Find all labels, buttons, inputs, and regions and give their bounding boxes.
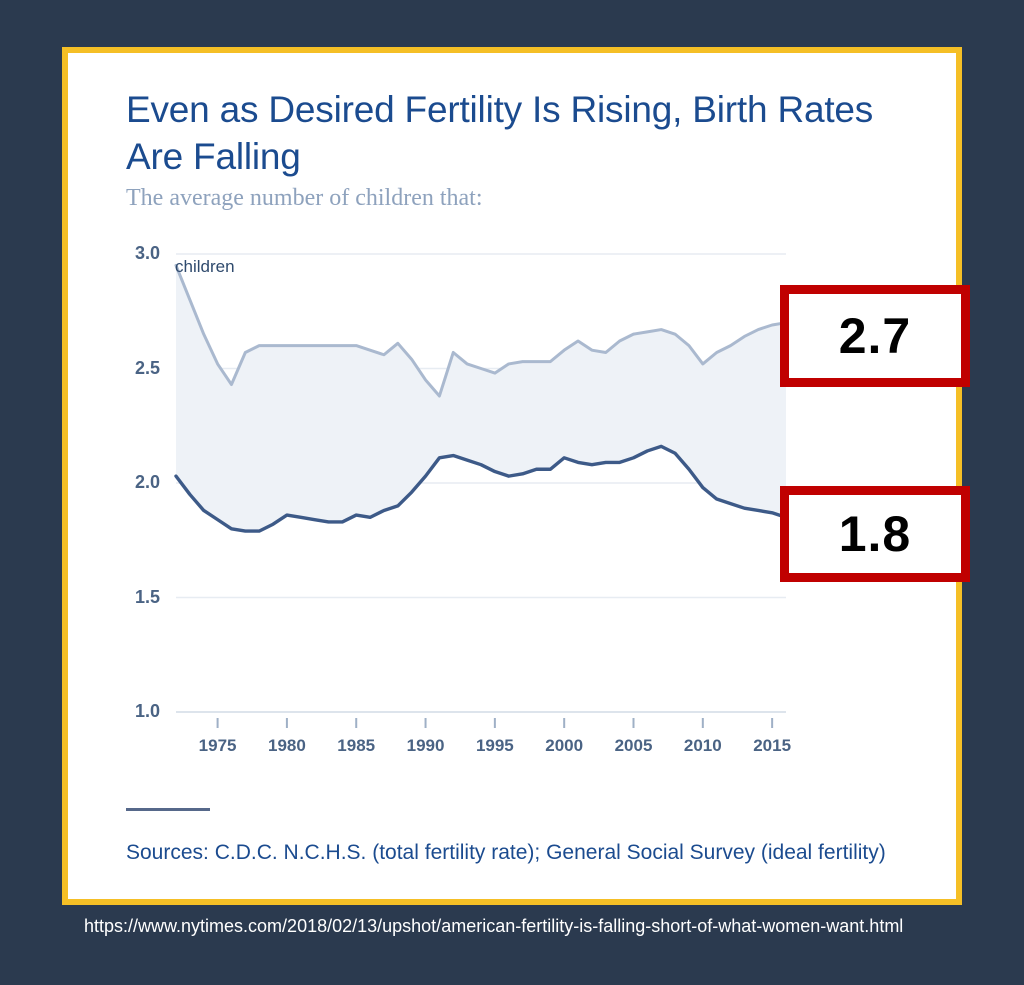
x-axis-tick-label: 1995 [475, 736, 514, 755]
chart-line-series-0 [174, 263, 788, 398]
y-axis-tick-label: 1.5 [134, 586, 160, 607]
x-axis-tick-label: 1980 [267, 736, 306, 755]
source-divider [126, 808, 210, 811]
x-axis-tick-label: 2000 [545, 736, 584, 755]
source-note: Sources: C.D.C. N.C.H.S. (total fertilit… [126, 841, 886, 864]
callout-lower-value: 1.8 [780, 486, 970, 582]
chart-plot-area [68, 53, 956, 899]
page-title: Even as Desired Fertility Is Rising, Bir… [126, 89, 874, 178]
x-axis-tick-label: 2005 [614, 736, 653, 755]
source-url-caption: https://www.nytimes.com/2018/02/13/upsho… [84, 916, 904, 936]
chart-line-series-1 [174, 444, 788, 533]
y-axis-tick-label: 2.5 [134, 357, 160, 378]
chart-svg [174, 253, 788, 728]
x-axis-tick-label: 2015 [753, 736, 792, 755]
chart-card-inner: Even as Desired Fertility Is Rising, Bir… [68, 53, 970, 899]
chart-unit-label: children [175, 257, 235, 276]
x-axis-tick-label: 1985 [337, 736, 376, 755]
x-axis-tick-label: 2010 [683, 736, 722, 755]
y-axis-tick-label: 1.0 [134, 701, 160, 721]
chart-card: Even as Desired Fertility Is Rising, Bir… [62, 47, 970, 905]
y-axis-tick-label: 2.0 [134, 472, 160, 492]
chart-band [176, 265, 786, 532]
x-axis-tick-label: 1975 [198, 736, 237, 755]
x-axis-tick-label: 1990 [406, 736, 445, 755]
page-subtitle: The average number of children that: [126, 185, 483, 211]
callout-upper-value: 2.7 [780, 285, 970, 387]
y-axis-tick-label: 3.0 [134, 243, 160, 263]
